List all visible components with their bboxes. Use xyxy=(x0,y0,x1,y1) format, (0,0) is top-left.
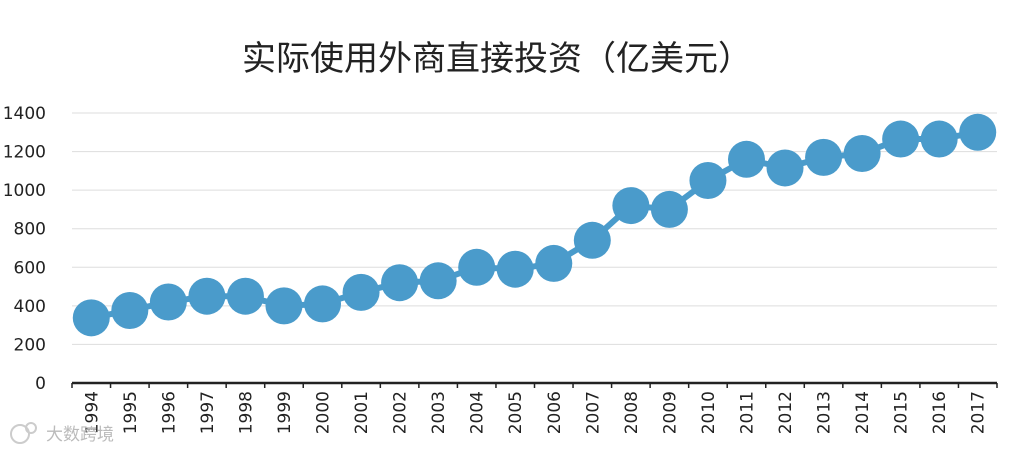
x-tick-label: 1996 xyxy=(159,391,179,434)
y-tick-label: 1200 xyxy=(3,143,46,163)
y-tick-label: 200 xyxy=(14,335,46,355)
x-tick-label: 2015 xyxy=(892,391,912,434)
data-point xyxy=(920,120,958,158)
x-tick-label: 2008 xyxy=(622,391,642,434)
x-tick-label: 2010 xyxy=(699,391,719,434)
x-axis-tick-labels: 1994 1995 1996 1997 1998 1999 2000 2001 2002 2003… xyxy=(82,391,988,434)
data-point xyxy=(882,120,920,158)
x-tick-label: 2009 xyxy=(660,391,680,434)
data-point xyxy=(72,299,110,337)
x-tick-label: 2017 xyxy=(969,391,989,434)
x-tick-label: 1998 xyxy=(236,391,256,434)
data-point xyxy=(959,113,997,151)
data-point xyxy=(805,138,843,176)
watermark-text: 大数跨境 xyxy=(46,425,114,445)
y-axis-tick-labels: 0 200 400 600 800 1000 1200 1400 xyxy=(3,104,46,394)
x-tick-label: 2006 xyxy=(545,391,565,434)
data-point xyxy=(111,291,149,329)
y-tick-label: 0 xyxy=(35,374,46,394)
x-tick-label: 2001 xyxy=(352,391,372,434)
data-point xyxy=(612,187,650,225)
x-tick-label: 2005 xyxy=(506,391,526,434)
data-point xyxy=(458,248,496,286)
x-tick-label: 1994 xyxy=(82,391,102,434)
x-tick-label: 2016 xyxy=(930,391,950,434)
x-tick-label: 2003 xyxy=(429,391,449,434)
data-point xyxy=(766,149,804,187)
y-tick-label: 600 xyxy=(14,258,46,278)
x-tick-label: 2004 xyxy=(468,391,488,434)
data-point xyxy=(419,262,457,300)
x-tick-label: 1997 xyxy=(198,391,218,434)
x-tick-label: 2014 xyxy=(853,391,873,434)
data-point xyxy=(149,283,187,321)
x-tick-label: 1995 xyxy=(121,391,141,434)
data-point xyxy=(535,244,573,282)
data-point xyxy=(843,135,881,172)
data-point xyxy=(381,264,419,302)
x-tick-label: 2002 xyxy=(391,391,411,434)
data-point xyxy=(265,287,303,325)
data-point xyxy=(342,273,380,311)
data-point xyxy=(496,250,534,288)
x-tick-label: 2012 xyxy=(776,391,796,434)
y-tick-label: 400 xyxy=(14,297,46,317)
x-tick-label: 2007 xyxy=(583,391,603,434)
chart-title: 实际使用外商直接投资（亿美元） xyxy=(242,39,752,79)
logo-icon xyxy=(10,422,37,444)
data-point xyxy=(727,140,765,178)
x-tick-label: 2013 xyxy=(815,391,835,434)
data-point xyxy=(226,277,264,315)
watermark: 大数跨境 xyxy=(10,422,114,445)
y-tick-label: 800 xyxy=(14,220,46,240)
data-point xyxy=(304,285,342,323)
x-tick-label: 2011 xyxy=(737,391,757,434)
series-points xyxy=(72,113,997,337)
x-tick-label: 2000 xyxy=(314,391,334,434)
y-tick-label: 1400 xyxy=(3,104,46,124)
x-tick-label: 1999 xyxy=(275,391,295,434)
data-point xyxy=(650,190,688,228)
data-point xyxy=(689,162,727,199)
data-point xyxy=(573,221,611,259)
y-tick-label: 1000 xyxy=(3,181,46,201)
x-axis xyxy=(71,381,998,388)
data-point xyxy=(188,277,226,315)
